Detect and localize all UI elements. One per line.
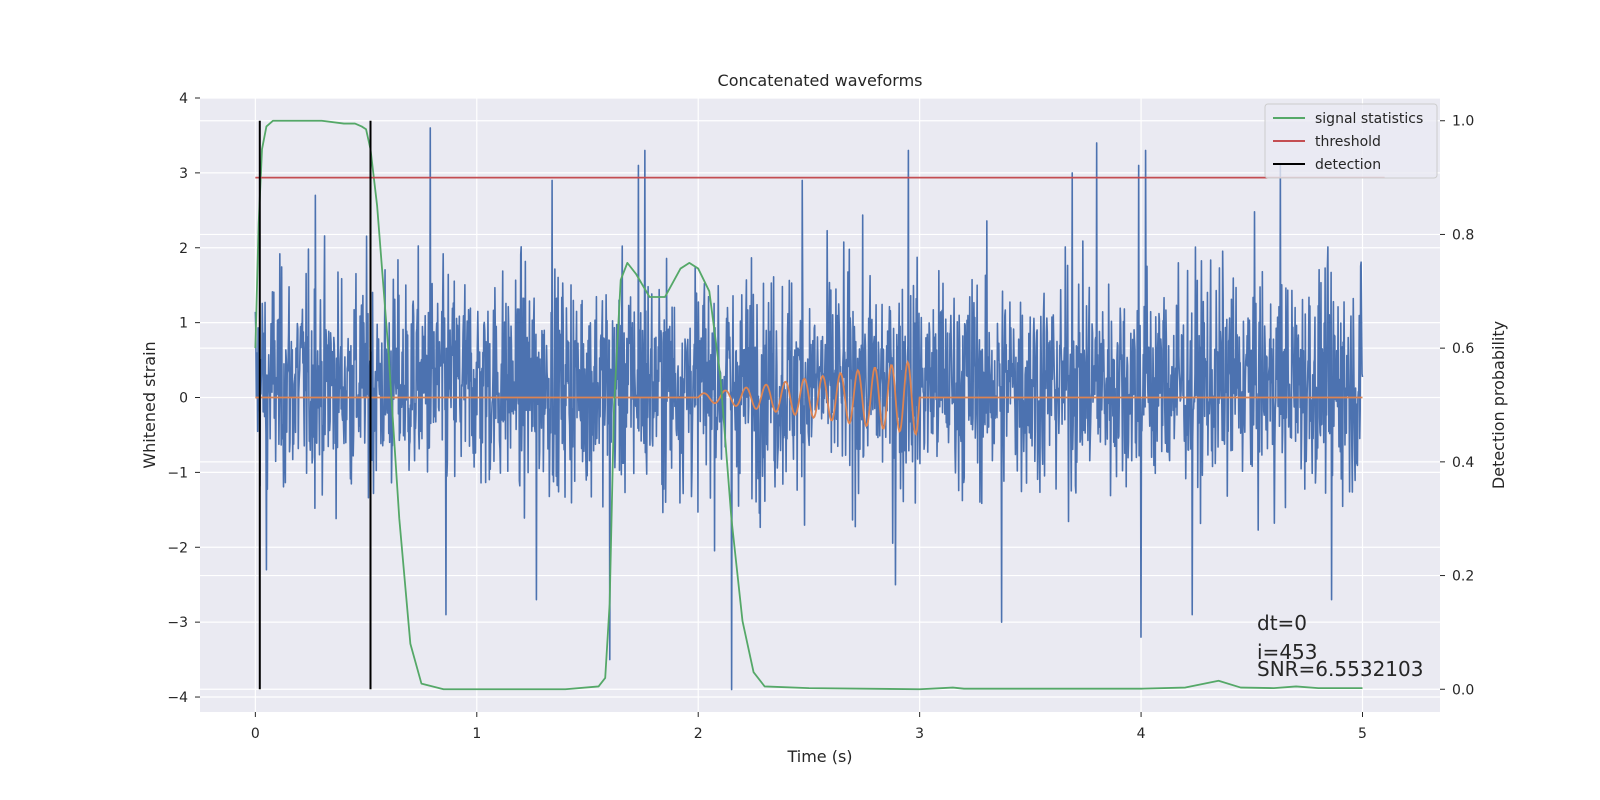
right-y-tick-label: 0.2: [1452, 569, 1474, 585]
legend-label-threshold: threshold: [1315, 134, 1381, 150]
legend-label-detection: detection: [1315, 157, 1381, 173]
left-y-tick-label: 3: [179, 166, 188, 182]
annotation-index: i=453: [1257, 640, 1318, 664]
left-y-tick-label: −3: [167, 615, 188, 631]
left-y-axis-label: Whitened strain: [140, 341, 159, 468]
x-tick-label: 3: [915, 726, 924, 742]
series-signal-statistics: [254, 119, 1363, 691]
annotation-snr: SNR=6.5532103: [1257, 657, 1423, 681]
gridlines: [200, 97, 1440, 712]
x-tick-label: 0: [251, 726, 260, 742]
left-y-tick-label: 1: [179, 316, 188, 332]
right-y-tick-label: 0.0: [1452, 682, 1474, 698]
legend: signal statistics threshold detection: [1264, 103, 1438, 179]
right-y-tick-label: 1.0: [1452, 114, 1474, 130]
plot-area: [200, 97, 1440, 712]
left-y-tick-label: 0: [179, 391, 188, 407]
right-y-tick-label: 0.6: [1452, 341, 1474, 357]
right-y-tick-label: 0.4: [1452, 455, 1474, 471]
left-y-tick-label: −1: [167, 465, 188, 481]
chart-title: Concatenated waveforms: [718, 71, 923, 90]
x-tick-label: 1: [472, 726, 481, 742]
x-tick-label: 5: [1358, 726, 1367, 742]
right-y-axis-label: Detection probability: [1489, 321, 1508, 489]
left-y-tick-label: −2: [167, 540, 188, 556]
axis-ticks: 0 1 2 3 4 5 4 3 2 1 0 −1 −2 −3 −4 1.0 0.8 0.6 0.4 0.2 0.0: [167, 91, 1474, 742]
legend-label-signal-statistics: signal statistics: [1315, 111, 1423, 127]
annotations: dt=0 i=453 SNR=6.5532103: [1257, 611, 1423, 681]
x-tick-label: 4: [1137, 726, 1146, 742]
right-y-tick-label: 0.8: [1452, 227, 1474, 243]
data-series: [254, 119, 1385, 691]
series-injected-signal: [255, 359, 1363, 437]
series-strain: [254, 127, 1364, 691]
left-y-tick-label: −4: [167, 690, 188, 706]
annotation-dt: dt=0: [1257, 611, 1307, 635]
left-y-tick-label: 4: [179, 91, 188, 107]
left-y-tick-label: 2: [179, 241, 188, 257]
x-axis-label: Time (s): [786, 747, 852, 766]
x-tick-label: 2: [694, 726, 703, 742]
legend-box: [1264, 103, 1438, 179]
